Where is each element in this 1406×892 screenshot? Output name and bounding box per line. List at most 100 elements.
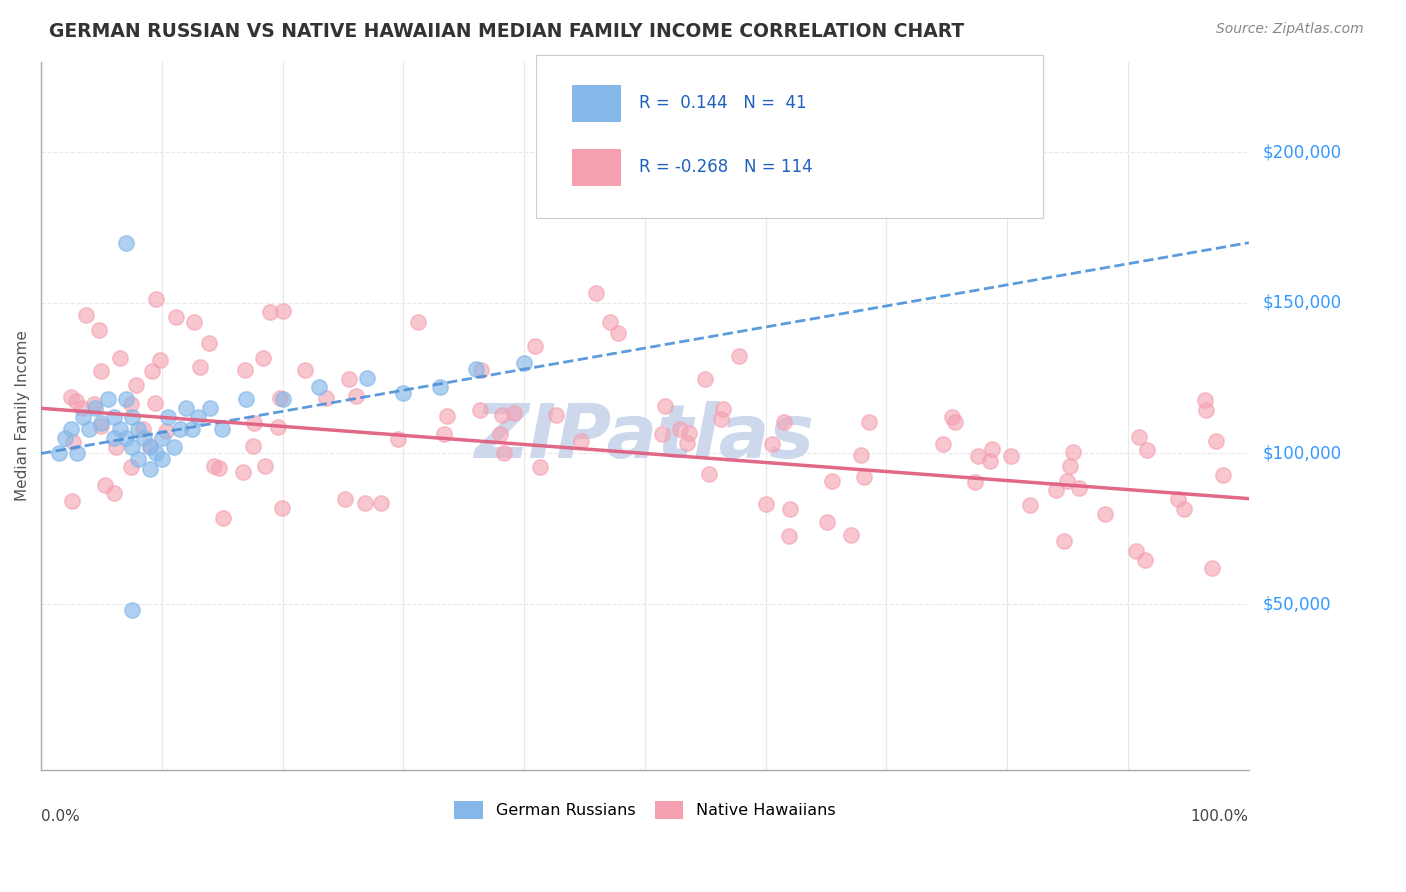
Point <box>853 470 876 484</box>
Point <box>93 478 115 492</box>
Point <box>1212 468 1234 483</box>
Point <box>132 431 155 445</box>
Text: 0.0%: 0.0% <box>41 808 80 823</box>
Point <box>103 410 125 425</box>
Point <box>356 371 378 385</box>
Point <box>121 441 143 455</box>
Point <box>121 410 143 425</box>
Point <box>181 422 204 436</box>
Point <box>354 496 377 510</box>
Point <box>271 304 294 318</box>
Point <box>755 497 778 511</box>
Point <box>503 406 526 420</box>
Point <box>90 417 112 431</box>
FancyBboxPatch shape <box>572 149 621 186</box>
Point <box>839 528 862 542</box>
Point <box>145 395 167 409</box>
Point <box>710 411 733 425</box>
Point <box>569 434 592 449</box>
Point <box>429 380 451 394</box>
Point <box>271 392 294 407</box>
Text: $200,000: $200,000 <box>1263 144 1341 161</box>
Text: ZIPatlas: ZIPatlas <box>475 401 815 474</box>
Point <box>585 285 607 300</box>
Point <box>779 502 801 516</box>
Point <box>114 392 136 407</box>
Point <box>678 425 700 440</box>
Point <box>1094 507 1116 521</box>
Point <box>114 431 136 445</box>
Point <box>145 446 167 460</box>
Point <box>308 380 330 394</box>
Point <box>187 410 209 425</box>
Point <box>315 391 337 405</box>
Text: 100.0%: 100.0% <box>1191 808 1249 823</box>
Point <box>103 486 125 500</box>
Text: $50,000: $50,000 <box>1263 595 1331 613</box>
Point <box>156 410 179 425</box>
Point <box>127 452 149 467</box>
Point <box>728 349 751 363</box>
Legend: German Russians, Native Hawaiians: German Russians, Native Hawaiians <box>449 794 842 825</box>
Point <box>72 410 94 425</box>
Point <box>523 339 546 353</box>
Point <box>932 437 955 451</box>
Point <box>697 467 720 481</box>
Point <box>1128 430 1150 444</box>
Point <box>89 323 111 337</box>
Point <box>103 431 125 445</box>
Point <box>980 442 1002 456</box>
Point <box>1167 492 1189 507</box>
Point <box>965 475 987 490</box>
Point <box>60 493 83 508</box>
Point <box>139 461 162 475</box>
Point <box>108 351 131 365</box>
Point <box>492 446 515 460</box>
Point <box>125 377 148 392</box>
Point <box>676 436 699 450</box>
Point <box>333 492 356 507</box>
Point <box>139 439 162 453</box>
Point <box>79 422 101 436</box>
Point <box>817 515 839 529</box>
Point <box>269 391 291 405</box>
Point <box>65 393 87 408</box>
Point <box>489 427 512 442</box>
Point <box>943 415 966 429</box>
Point <box>211 511 233 525</box>
Point <box>232 465 254 479</box>
Point <box>1173 502 1195 516</box>
Point <box>1136 443 1159 458</box>
Point <box>165 310 187 325</box>
Text: Source: ZipAtlas.com: Source: ZipAtlas.com <box>1216 22 1364 37</box>
Point <box>145 293 167 307</box>
Point <box>235 363 257 377</box>
Point <box>90 364 112 378</box>
Point <box>1067 481 1090 495</box>
Point <box>155 424 177 438</box>
Point <box>163 441 186 455</box>
Point <box>243 417 266 431</box>
Point <box>979 454 1001 468</box>
Point <box>654 399 676 413</box>
Point <box>114 235 136 250</box>
Point <box>1133 552 1156 566</box>
Point <box>48 446 70 460</box>
Point <box>606 326 628 341</box>
Point <box>849 448 872 462</box>
Point <box>90 419 112 434</box>
Point <box>772 415 794 429</box>
Point <box>1019 498 1042 512</box>
Point <box>96 392 118 407</box>
Point <box>132 422 155 436</box>
Point <box>120 397 142 411</box>
Point <box>259 304 281 318</box>
Point <box>491 409 513 423</box>
Point <box>1205 434 1227 448</box>
Point <box>150 452 173 467</box>
Point <box>1053 533 1076 548</box>
Y-axis label: Median Family Income: Median Family Income <box>15 330 30 501</box>
Point <box>271 501 294 516</box>
Point <box>202 459 225 474</box>
Point <box>1059 458 1081 473</box>
